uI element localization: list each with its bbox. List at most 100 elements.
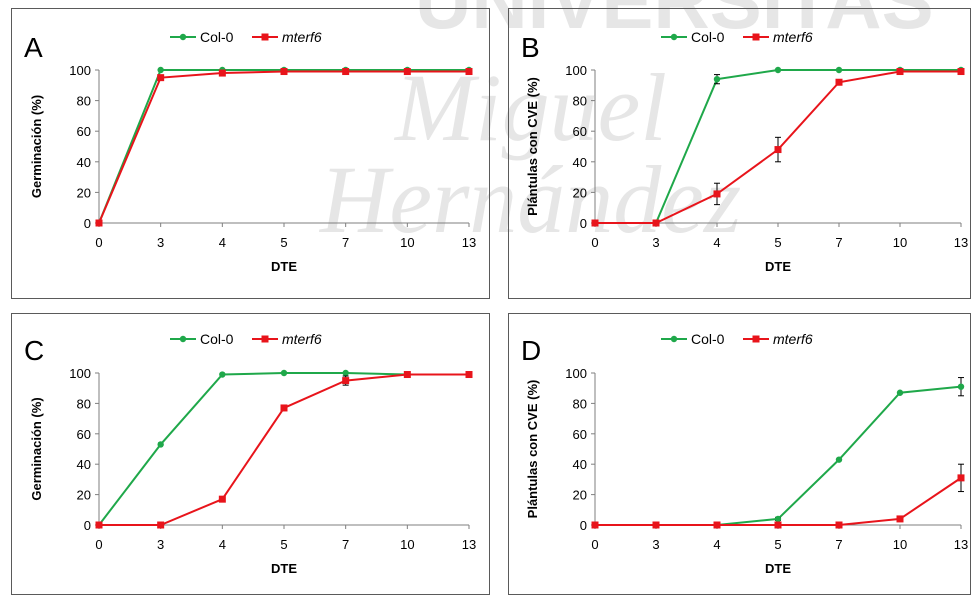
x-axis-label: DTE [765, 561, 791, 576]
panel-letter: B [521, 32, 540, 63]
legend-marker-col0 [179, 335, 187, 343]
chart-panel-a: A 0 20 40 60 80 100 0 3 4 5 7 10 13 DTE Germinación (%)… [11, 8, 490, 299]
x-tick-label: 10 [400, 235, 414, 250]
x-tick-label: 10 [893, 235, 907, 250]
x-tick-label: 4 [219, 235, 226, 250]
data-point-mterf6 [218, 495, 226, 503]
data-point-col0 [280, 369, 288, 377]
data-point-mterf6 [774, 146, 782, 154]
data-point-col0 [774, 66, 782, 74]
legend-label: mterf6 [282, 29, 322, 45]
x-tick-label: 7 [835, 537, 842, 552]
legend-marker-mterf6 [261, 335, 269, 343]
data-point-mterf6 [218, 69, 226, 77]
x-tick-label: 7 [835, 235, 842, 250]
data-point-mterf6 [403, 371, 411, 379]
x-tick-label: 5 [774, 235, 781, 250]
data-point-mterf6 [403, 68, 411, 76]
y-tick-label: 60 [77, 427, 91, 442]
y-tick-label: 80 [573, 396, 587, 411]
data-point-col0 [713, 75, 721, 83]
y-tick-label: 0 [84, 518, 91, 533]
data-point-mterf6 [835, 78, 843, 86]
x-tick-label: 4 [713, 537, 720, 552]
data-point-col0 [896, 389, 904, 396]
x-tick-label: 7 [342, 537, 349, 552]
x-tick-label: 13 [954, 537, 968, 552]
y-axis-label: Plántulas con CVE (%) [525, 380, 540, 519]
legend-marker-mterf6 [261, 33, 269, 41]
data-point-mterf6 [465, 371, 473, 379]
data-point-col0 [157, 66, 164, 74]
series-line-col0 [595, 385, 962, 526]
y-axis-label: Germinación (%) [29, 95, 44, 198]
watermark-line-3: Hernández [318, 146, 741, 253]
data-point-col0 [835, 66, 843, 74]
data-point-mterf6 [280, 404, 288, 412]
x-tick-label: 5 [280, 235, 287, 250]
data-point-mterf6 [896, 515, 904, 523]
data-point-mterf6 [957, 474, 965, 482]
x-tick-label: 3 [652, 537, 659, 552]
x-tick-label: 13 [462, 537, 476, 552]
legend-label: Col-0 [200, 29, 234, 45]
y-tick-label: 0 [580, 216, 587, 231]
chart-panel-d: D 0 20 40 60 80 100 0 3 4 5 7 10 13 DTE Plántulas con C… [508, 313, 971, 595]
x-tick-label: 3 [157, 235, 164, 250]
data-point-mterf6 [95, 219, 103, 227]
data-point-mterf6 [774, 521, 782, 529]
data-point-mterf6 [342, 68, 350, 76]
chart-c: C 0 20 40 60 80 100 0 3 4 5 7 10 13 DTE Germinación (%)… [24, 331, 476, 576]
data-point-mterf6 [591, 521, 599, 529]
y-tick-label: 40 [573, 457, 587, 472]
data-point-mterf6 [957, 68, 965, 76]
data-point-col0 [774, 515, 782, 523]
data-point-mterf6 [95, 521, 103, 529]
data-point-mterf6 [652, 219, 660, 227]
data-point-col0 [219, 371, 226, 378]
data-point-mterf6 [465, 68, 473, 76]
y-tick-label: 100 [565, 366, 587, 381]
x-axis-label: DTE [765, 259, 791, 274]
y-tick-label: 80 [77, 94, 91, 109]
data-point-col0 [157, 441, 164, 448]
y-tick-label: 20 [77, 185, 91, 200]
y-tick-label: 20 [77, 488, 91, 503]
chart-b: B 0 20 40 60 80 100 0 3 4 5 7 10 13 DTE Plántulas con C… [521, 29, 968, 274]
series-line-mterf6 [99, 373, 469, 526]
x-tick-label: 0 [591, 235, 598, 250]
y-axis-label: Germinación (%) [29, 397, 44, 500]
x-tick-label: 0 [95, 537, 102, 552]
data-point-mterf6 [652, 521, 660, 529]
legend-label: Col-0 [691, 331, 725, 347]
data-point-mterf6 [896, 68, 904, 76]
legend-marker-col0 [670, 335, 678, 343]
y-tick-label: 20 [573, 185, 587, 200]
panel-letter: D [521, 335, 541, 366]
data-point-mterf6 [280, 68, 288, 76]
legend-marker-mterf6 [752, 33, 760, 41]
y-tick-label: 0 [580, 518, 587, 533]
data-point-mterf6 [157, 521, 165, 529]
x-tick-label: 0 [95, 235, 102, 250]
y-tick-label: 60 [573, 427, 587, 442]
legend-label: Col-0 [200, 331, 234, 347]
y-tick-label: 40 [77, 457, 91, 472]
y-tick-label: 100 [565, 63, 587, 78]
series-line-mterf6 [98, 70, 469, 224]
data-point-col0 [342, 369, 349, 377]
x-tick-label: 10 [893, 537, 907, 552]
legend-marker-col0 [179, 33, 187, 41]
series-line-col0 [98, 372, 469, 526]
x-axis-label: DTE [271, 259, 297, 274]
legend-label: Col-0 [691, 29, 725, 45]
x-tick-label: 5 [774, 537, 781, 552]
x-tick-label: 13 [954, 235, 968, 250]
panel-letter: A [24, 32, 43, 63]
data-point-mterf6 [713, 190, 721, 198]
legend-label: mterf6 [773, 331, 813, 347]
legend-label: mterf6 [773, 29, 813, 45]
x-axis-label: DTE [271, 561, 297, 576]
x-tick-label: 3 [652, 235, 659, 250]
